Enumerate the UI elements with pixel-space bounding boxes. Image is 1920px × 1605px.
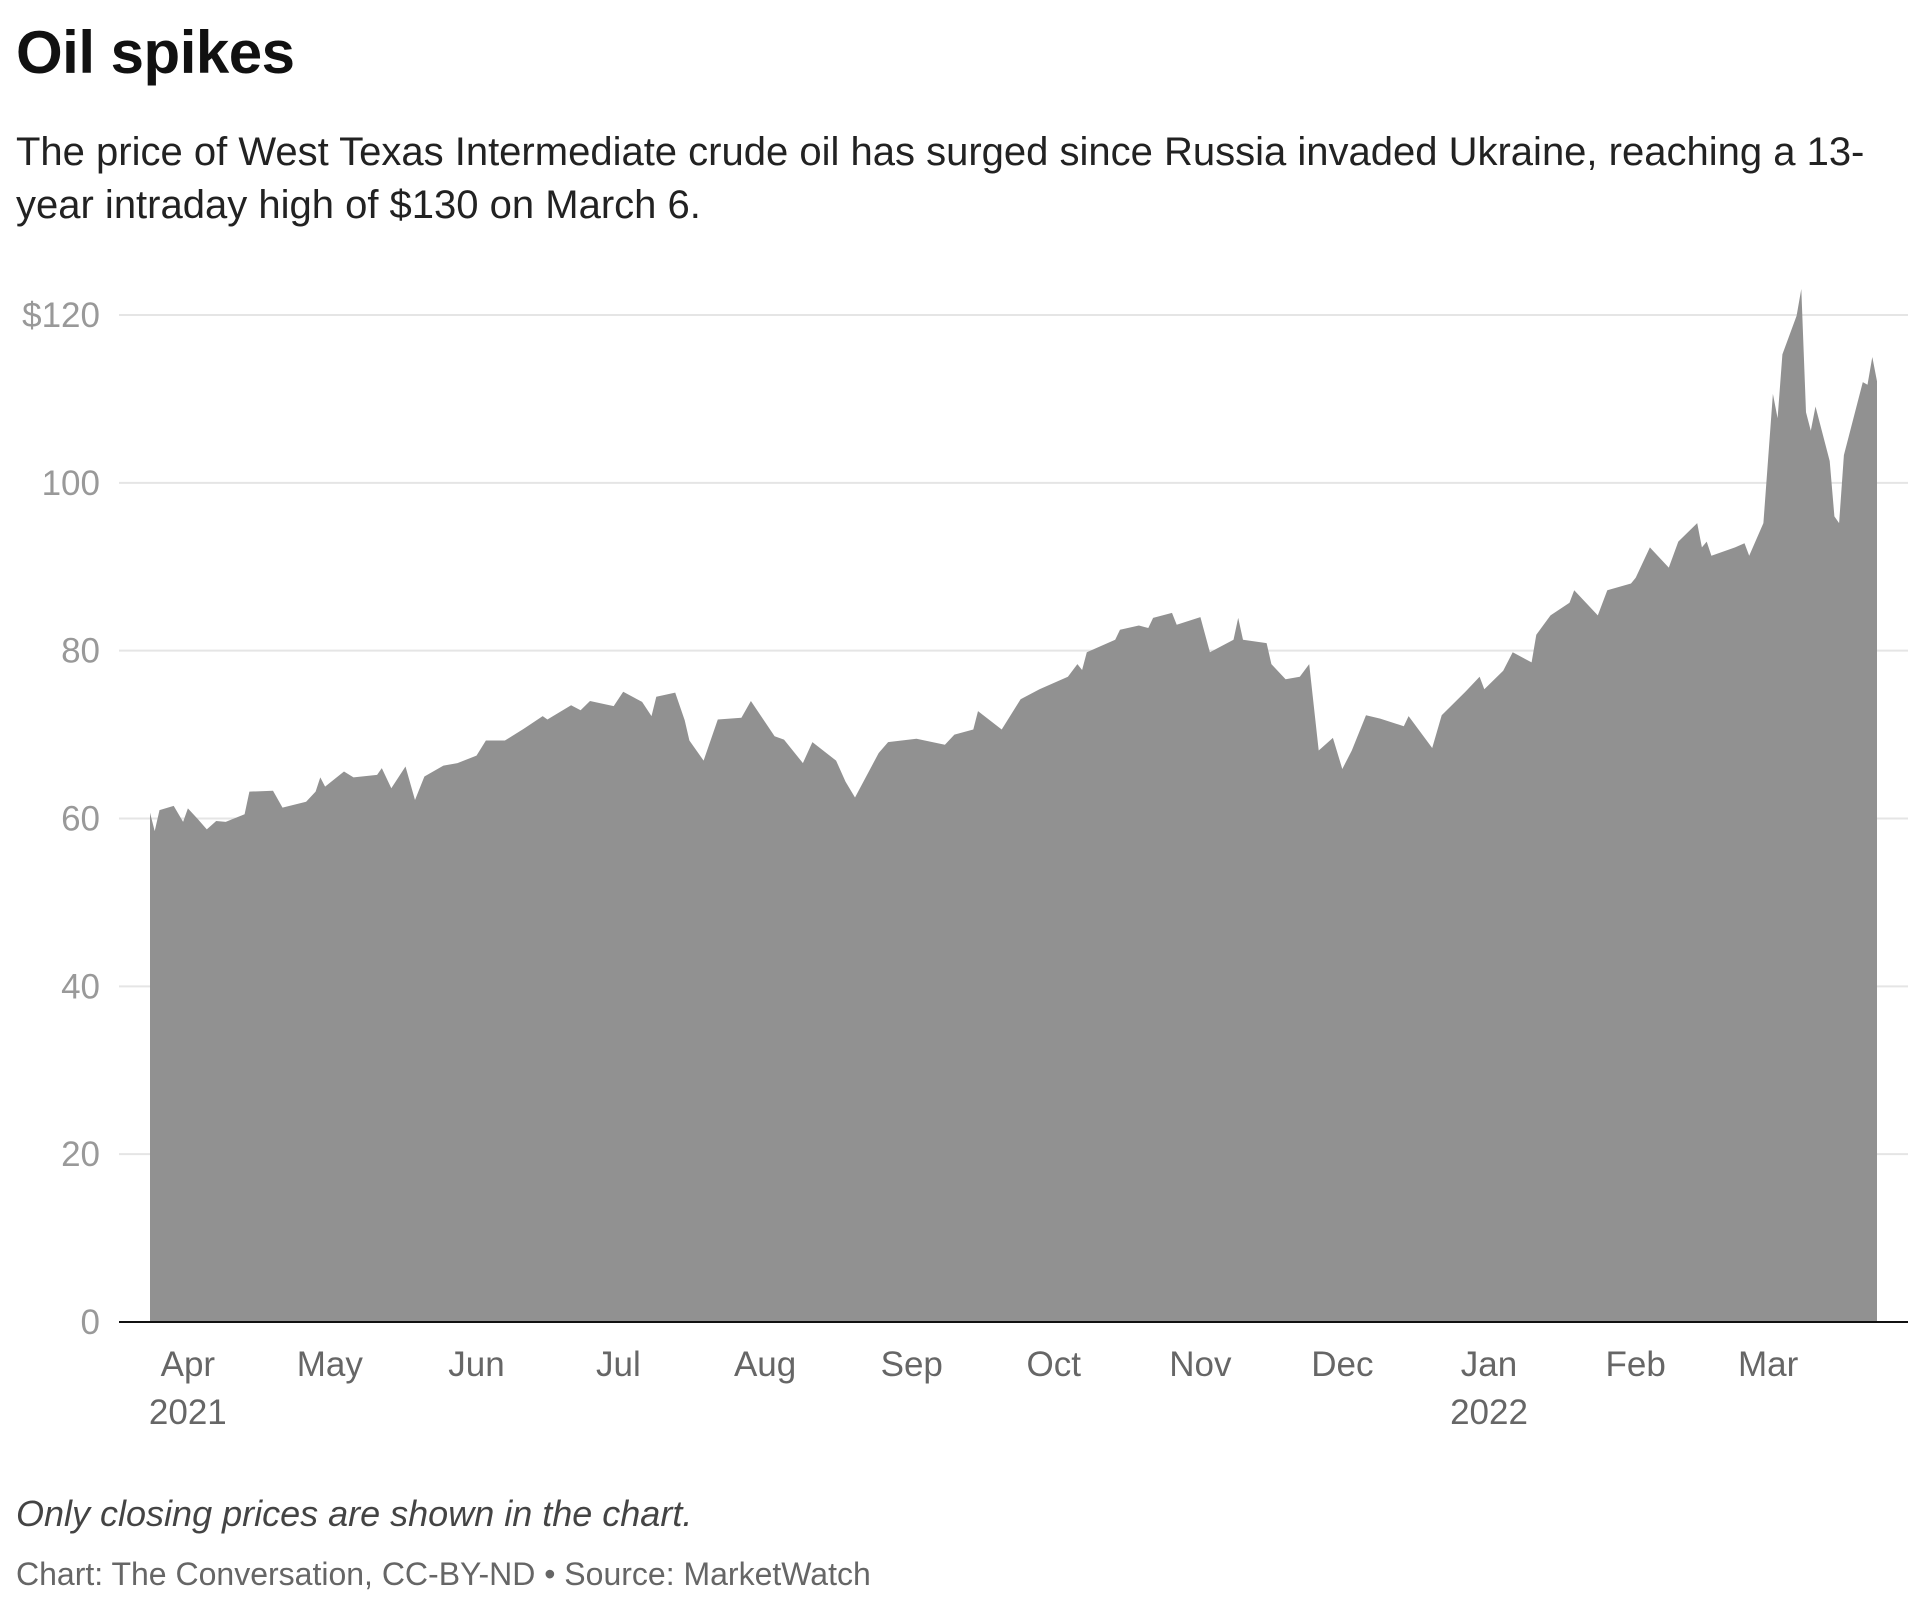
y-tick-label: 0 <box>81 1303 100 1342</box>
y-tick-label: 60 <box>61 800 100 839</box>
x-axis-ticks: Apr 2021 May Jun Jul Aug Sep Oct Nov Dec Jan 2022 Fe… <box>119 1321 1908 1432</box>
chart-source: Chart: The Conversation, CC-BY-ND • Sour… <box>16 1556 871 1592</box>
y-axis-ticks: 0 20 40 60 80 100 $120 <box>22 296 100 1342</box>
x-tick-label: May <box>297 1345 364 1384</box>
oil-price-area-chart: 0 20 40 60 80 100 $120 Apr 2021 May Jun Jul Aug Sep O… <box>22 289 1908 1432</box>
chart-subtitle: The price of West Texas Intermediate cru… <box>16 130 1865 227</box>
price-area-series <box>150 289 1877 1322</box>
y-tick-label: 40 <box>61 967 100 1006</box>
price-area <box>150 289 1877 1322</box>
x-tick-label: Feb <box>1606 1345 1666 1384</box>
x-tick-label: Nov <box>1169 1345 1232 1384</box>
x-tick-label: Apr <box>161 1345 216 1384</box>
chart-note: Only closing prices are shown in the cha… <box>16 1493 693 1534</box>
x-tick-label: Oct <box>1026 1345 1081 1384</box>
y-tick-label: 80 <box>61 632 100 671</box>
y-tick-label: $120 <box>22 296 100 335</box>
x-tick-label: Mar <box>1738 1345 1799 1384</box>
x-tick-label: Dec <box>1311 1345 1373 1384</box>
x-tick-label: Jul <box>596 1345 641 1384</box>
x-tick-year-label: 2021 <box>149 1393 227 1432</box>
y-tick-label: 100 <box>42 464 100 503</box>
x-tick-label: Jan <box>1461 1345 1517 1384</box>
x-tick-year-label: 2022 <box>1450 1393 1528 1432</box>
x-tick-label: Aug <box>734 1345 796 1384</box>
y-tick-label: 20 <box>61 1135 100 1174</box>
x-tick-label: Sep <box>881 1345 943 1384</box>
x-tick-label: Jun <box>448 1345 504 1384</box>
chart-title: Oil spikes <box>16 19 295 86</box>
